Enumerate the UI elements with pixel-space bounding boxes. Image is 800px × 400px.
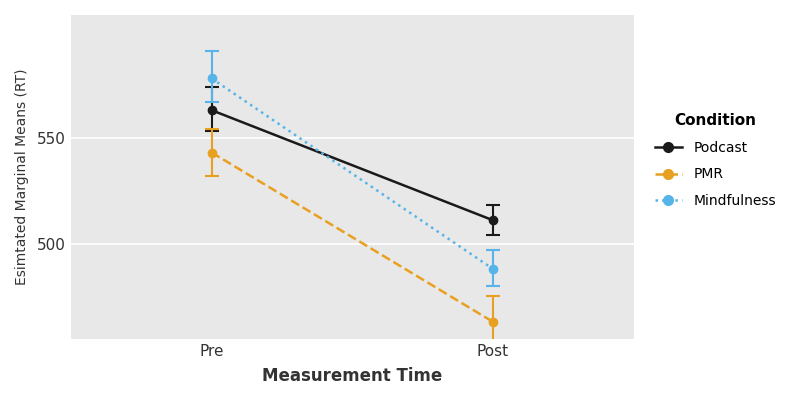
Y-axis label: Esimtated Marginal Means (RT): Esimtated Marginal Means (RT) <box>15 69 29 285</box>
Legend: Podcast, PMR, Mindfulness: Podcast, PMR, Mindfulness <box>646 105 785 216</box>
X-axis label: Measurement Time: Measurement Time <box>262 367 442 385</box>
